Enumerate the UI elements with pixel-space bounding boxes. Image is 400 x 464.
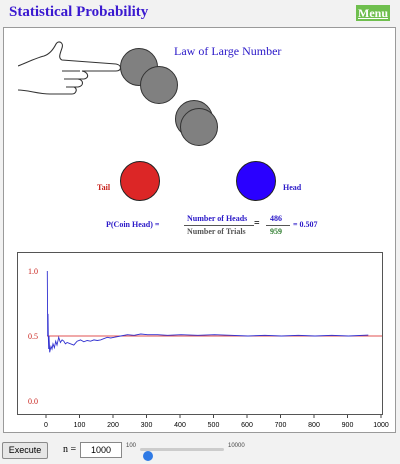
coin-icon xyxy=(140,66,178,104)
n-input[interactable]: 1000 xyxy=(80,442,122,458)
x-tick-label: 300 xyxy=(141,422,153,429)
app-title: Statistical Probability xyxy=(9,4,149,20)
denominator-label: Number of Trials xyxy=(187,227,246,236)
slider-thumb[interactable] xyxy=(142,451,153,461)
trials-count: 959 xyxy=(270,227,282,236)
x-tick-label: 800 xyxy=(308,422,320,429)
x-axis-ticks: 0 100 200 300 400 500 600 700 800 900 1000 xyxy=(44,415,389,429)
value-fraction-bar xyxy=(266,225,290,226)
x-tick-label: 100 xyxy=(74,422,86,429)
chart-plot: 1.0 0.5 0.0 xyxy=(28,267,382,406)
y-tick-label: 0.0 xyxy=(28,397,38,406)
x-tick-label: 600 xyxy=(241,422,253,429)
x-tick-label: 900 xyxy=(342,422,354,429)
probability-result: = 0.507 xyxy=(293,220,318,229)
coin-icon xyxy=(180,108,218,146)
x-tick-label: 0 xyxy=(44,422,48,429)
tail-label: Tail xyxy=(97,183,111,192)
tail-circle xyxy=(120,161,160,201)
y-tick-label: 1.0 xyxy=(28,267,38,276)
y-tick-label: 0.5 xyxy=(28,332,38,341)
control-bar: Execute n = 1000 100 10000 xyxy=(0,440,400,462)
equals-sign: = xyxy=(254,218,260,229)
head-label: Head xyxy=(283,183,302,192)
simulation-panel: Law of Large Number Tail Head P(Coin Hea… xyxy=(3,27,396,433)
x-tick-label: 1000 xyxy=(373,422,389,429)
x-tick-label: 200 xyxy=(107,422,119,429)
slider-min-label: 100 xyxy=(126,443,137,449)
x-tick-label: 500 xyxy=(208,422,220,429)
app-header: Statistical Probability Menu xyxy=(0,0,400,24)
n-slider[interactable] xyxy=(140,448,224,461)
x-tick-label: 400 xyxy=(174,422,186,429)
slider-max-label: 10000 xyxy=(228,443,245,449)
fraction-bar xyxy=(184,225,254,226)
n-label: n = xyxy=(63,444,77,455)
heads-count: 486 xyxy=(270,214,282,223)
numerator-label: Number of Heads xyxy=(187,214,248,223)
menu-button[interactable]: Menu xyxy=(356,5,390,21)
series-line xyxy=(46,270,369,353)
pointing-hand-icon xyxy=(18,41,122,95)
probability-lhs: P(Coin Head) = xyxy=(106,220,160,229)
panel-heading: Law of Large Number xyxy=(174,44,282,58)
execute-button[interactable]: Execute xyxy=(2,442,48,459)
head-circle xyxy=(236,161,276,201)
x-tick-label: 700 xyxy=(275,422,287,429)
convergence-chart: 1.0 0.5 0.0 xyxy=(17,252,383,415)
